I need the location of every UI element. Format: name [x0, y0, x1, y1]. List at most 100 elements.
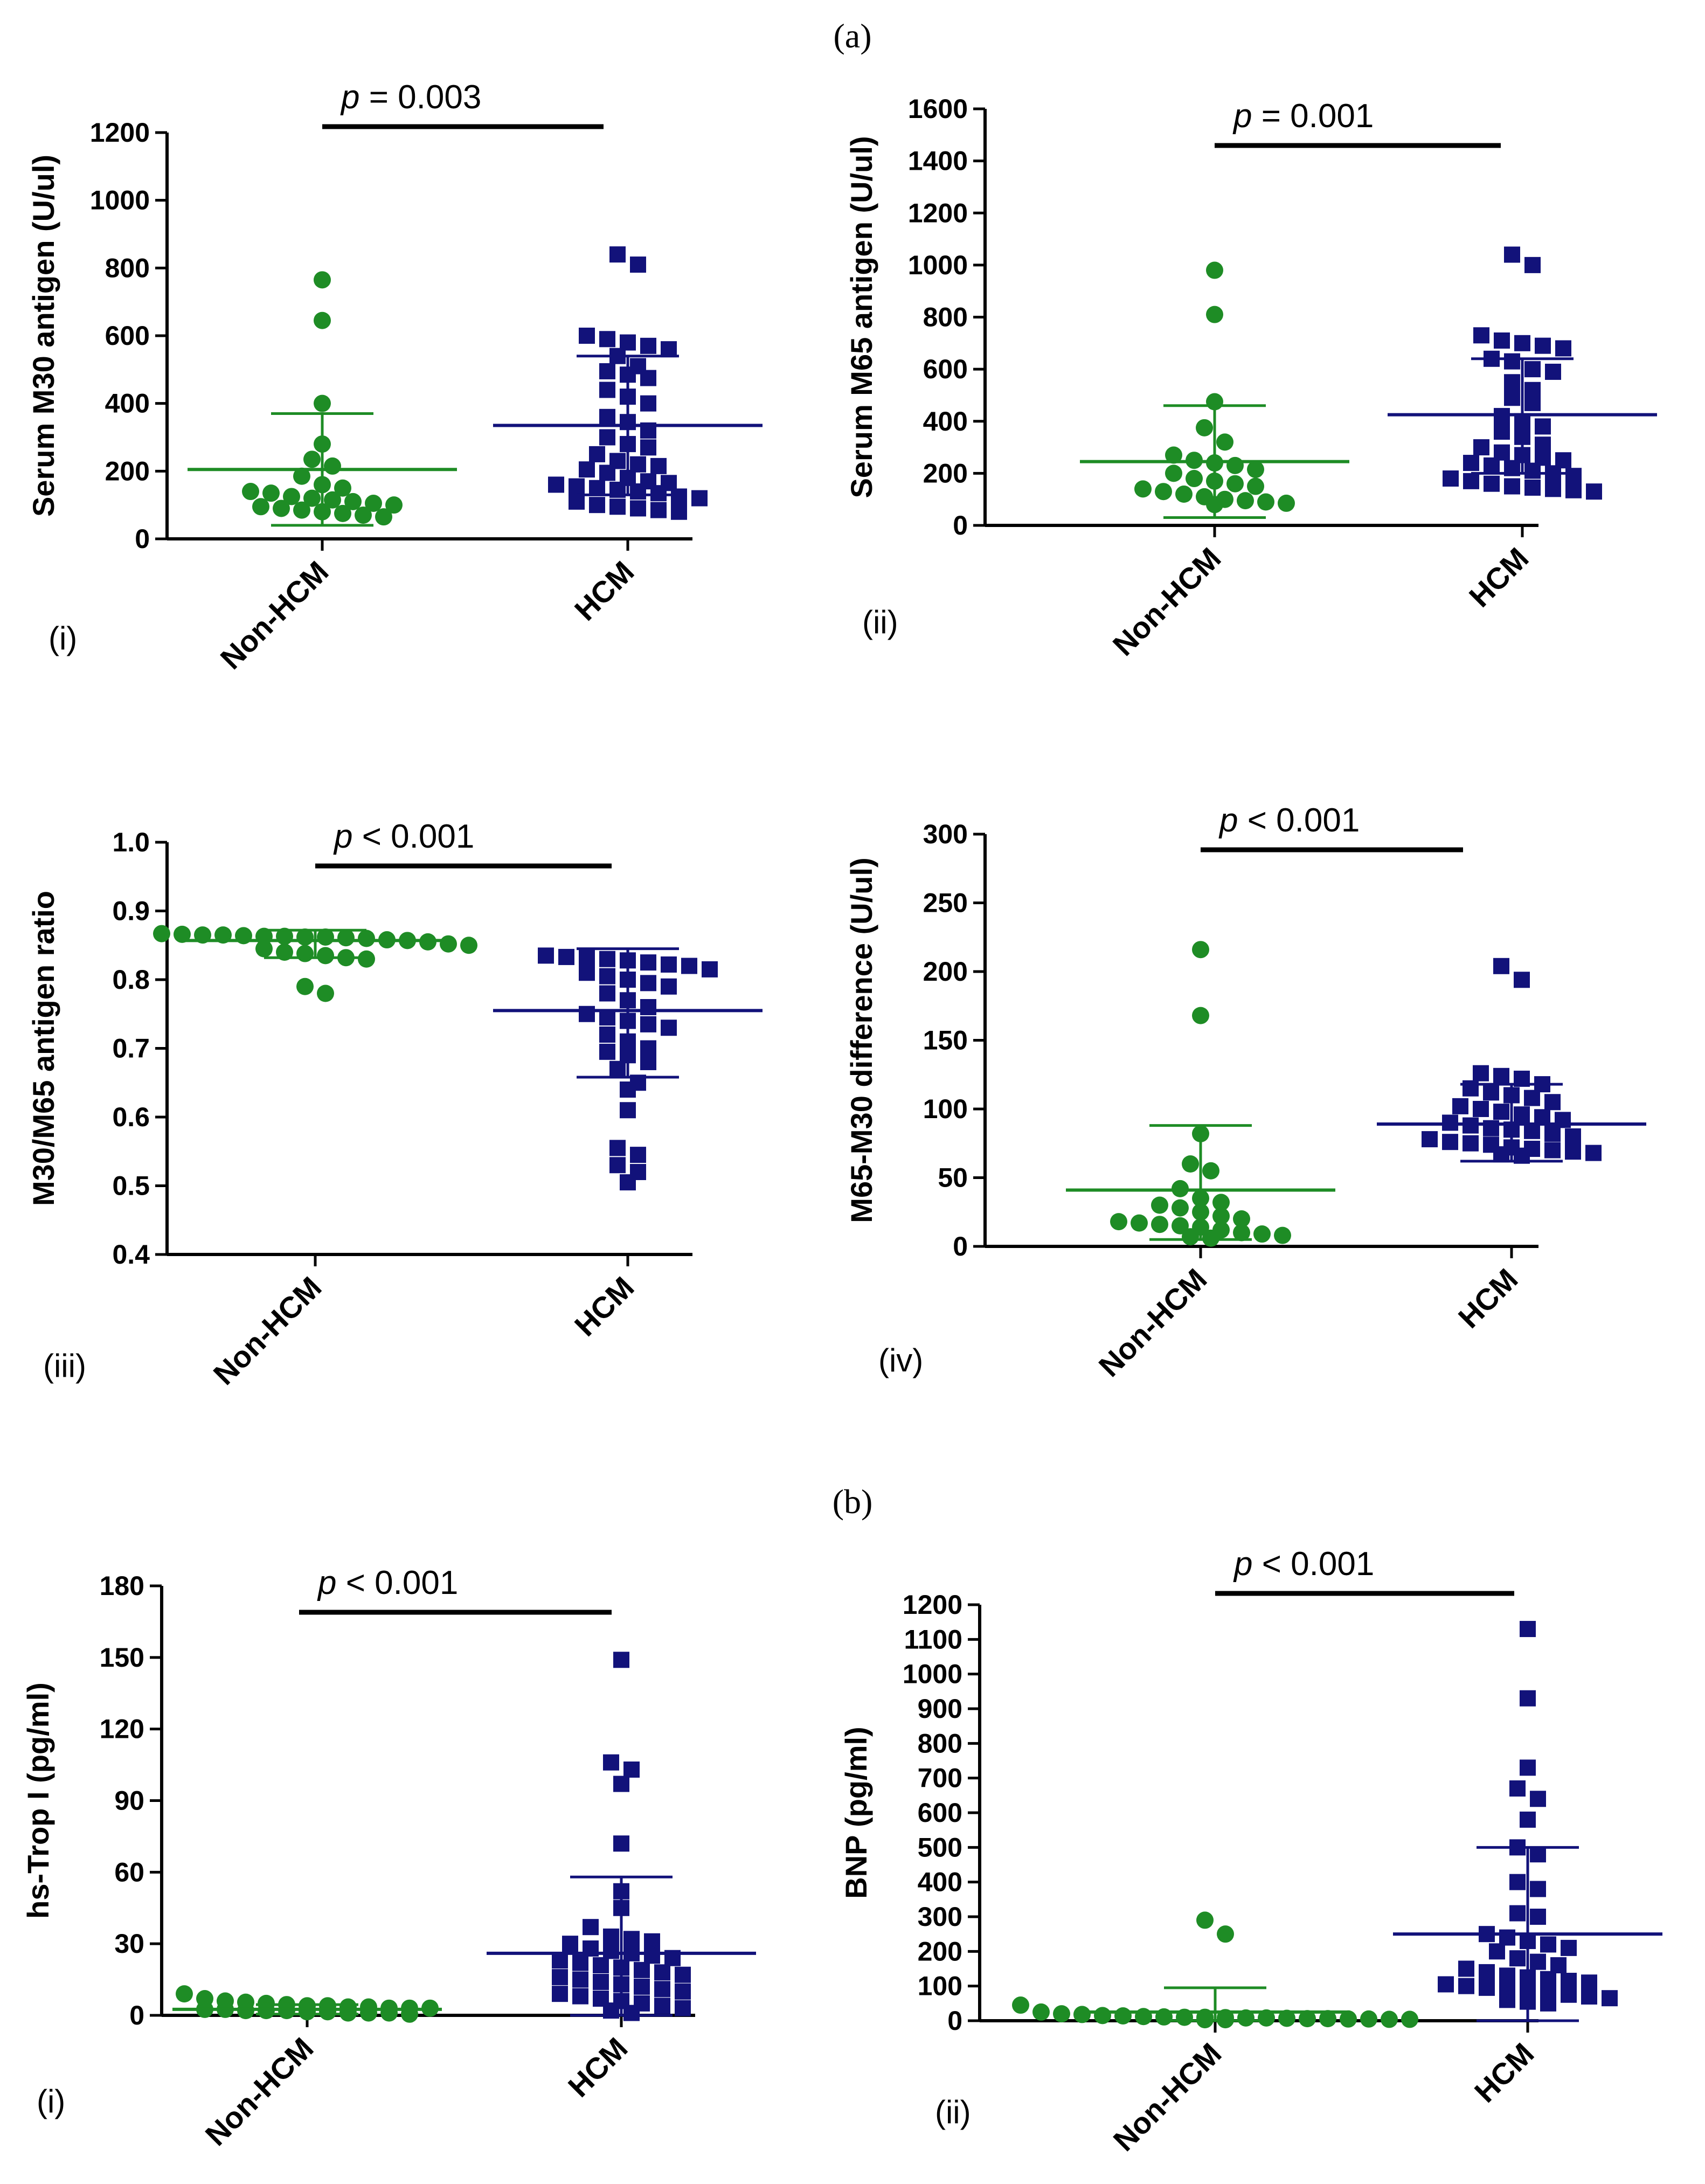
x-category-label: Non-HCM — [1106, 541, 1228, 662]
data-point-hcm — [603, 1943, 619, 1959]
data-point-hcm — [1555, 340, 1571, 357]
data-point-hcm — [691, 490, 708, 507]
data-point-non-hcm — [255, 940, 273, 958]
data-point-non-hcm — [337, 929, 355, 947]
data-point-hcm — [1422, 1131, 1438, 1148]
data-point-hcm — [1540, 1971, 1556, 1987]
data-point-hcm — [1524, 462, 1541, 479]
data-point-non-hcm — [1032, 2003, 1050, 2021]
data-point-hcm — [1473, 439, 1489, 456]
data-point-non-hcm — [1212, 1207, 1230, 1225]
data-point-hcm — [613, 1652, 629, 1668]
data-point-hcm — [579, 949, 595, 966]
data-point-non-hcm — [174, 925, 191, 943]
data-point-hcm — [681, 958, 697, 974]
y-tick-label: 150 — [100, 1642, 144, 1673]
data-point-hcm — [640, 975, 656, 992]
data-point-non-hcm — [1155, 483, 1172, 501]
data-point-non-hcm — [242, 483, 259, 501]
data-point-hcm — [623, 1761, 640, 1778]
data-point-hcm — [609, 1140, 626, 1156]
data-point-hcm — [1509, 1780, 1526, 1797]
data-point-non-hcm — [176, 1985, 193, 2003]
data-point-hcm — [623, 2005, 640, 2021]
data-point-hcm — [1602, 1990, 1618, 2007]
y-tick-label: 250 — [923, 888, 968, 918]
y-tick-label: 1000 — [903, 1659, 962, 1689]
data-point-hcm — [1565, 1143, 1581, 1160]
data-point-hcm — [589, 446, 605, 462]
y-tick-label: 1000 — [908, 250, 968, 280]
data-point-non-hcm — [319, 2003, 336, 2021]
p-value: < 0.001 — [346, 1564, 459, 1601]
y-tick-label: 150 — [923, 1025, 968, 1056]
data-point-hcm — [1581, 1974, 1597, 1991]
x-category-label: Non-HCM — [214, 554, 335, 676]
data-point-non-hcm — [1202, 1162, 1219, 1180]
data-point-hcm — [1484, 475, 1500, 492]
data-point-hcm — [569, 478, 585, 495]
data-point-hcm — [675, 1983, 691, 2000]
y-tick-label: 1200 — [903, 1590, 962, 1620]
data-point-hcm — [640, 999, 656, 1015]
data-point-hcm — [1504, 390, 1520, 406]
data-point-non-hcm — [1172, 1199, 1189, 1217]
data-point-hcm — [1581, 1988, 1597, 2005]
data-point-non-hcm — [334, 479, 351, 497]
data-point-non-hcm — [1192, 1007, 1209, 1024]
data-point-hcm — [1561, 1986, 1577, 2003]
data-point-hcm — [1544, 1142, 1561, 1159]
data-point-non-hcm — [1186, 470, 1203, 488]
data-point-non-hcm — [1192, 941, 1209, 959]
data-point-hcm — [1514, 335, 1530, 351]
data-point-hcm — [562, 1936, 578, 1952]
data-point-hcm — [1494, 332, 1510, 349]
y-tick-label: 300 — [923, 819, 968, 849]
data-point-hcm — [1504, 246, 1520, 263]
data-point-non-hcm — [1233, 1224, 1250, 1242]
data-point-hcm — [589, 480, 605, 496]
data-point-hcm — [630, 483, 646, 500]
p-value: < 0.001 — [1247, 802, 1360, 839]
data-point-hcm — [661, 978, 677, 995]
data-point-hcm — [1438, 1976, 1454, 1993]
data-point-hcm — [644, 1933, 660, 1950]
data-point-hcm — [1499, 1929, 1515, 1946]
data-point-hcm — [552, 1969, 568, 1986]
data-point-hcm — [579, 461, 595, 478]
data-point-hcm — [1463, 455, 1479, 472]
data-point-hcm — [1540, 1995, 1556, 2012]
data-point-hcm — [558, 948, 574, 965]
data-point-hcm — [1499, 1967, 1515, 1984]
data-point-hcm — [1535, 337, 1551, 354]
y-axis-label: BNP (pg/ml) — [839, 1727, 873, 1898]
p-value-label: p = 0.003 — [340, 79, 481, 116]
data-point-non-hcm — [317, 984, 334, 1002]
data-point-hcm — [1483, 1084, 1499, 1101]
data-point-hcm — [1493, 1146, 1509, 1163]
data-point-hcm — [620, 1102, 636, 1119]
data-point-hcm — [1586, 483, 1602, 500]
data-point-hcm — [1458, 1978, 1474, 1994]
section-a-label: (a) — [833, 17, 871, 55]
y-tick-label: 500 — [918, 1832, 962, 1862]
data-point-non-hcm — [1212, 1194, 1230, 1211]
data-point-hcm — [1524, 479, 1541, 496]
data-point-non-hcm — [375, 508, 392, 526]
y-tick-label: 0 — [953, 1231, 968, 1261]
y-tick-label: 600 — [105, 321, 150, 351]
y-tick-label: 50 — [938, 1163, 968, 1193]
data-point-hcm — [671, 503, 687, 520]
data-point-hcm — [1524, 1090, 1540, 1106]
y-axis-label: Serum M65 antigen (U/ul) — [844, 136, 878, 498]
data-point-hcm — [661, 1020, 677, 1036]
data-point-hcm — [609, 498, 626, 515]
data-point-non-hcm — [317, 947, 334, 965]
data-point-hcm — [599, 1027, 615, 1043]
data-point-hcm — [630, 456, 646, 473]
panel-label: (ii) — [862, 604, 898, 640]
data-point-hcm — [1561, 1973, 1577, 1989]
x-category-label: HCM — [1463, 541, 1535, 614]
x-category-label: Non-HCM — [207, 1270, 328, 1391]
data-point-hcm — [1561, 1939, 1577, 1956]
